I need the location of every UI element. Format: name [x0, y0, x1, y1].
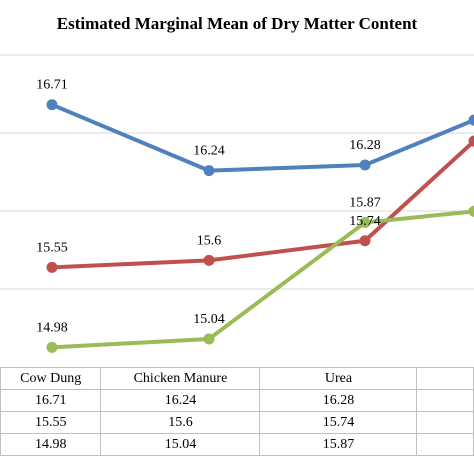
- table-header-cell: [416, 367, 474, 390]
- table-cell: 15.6: [100, 411, 261, 434]
- data-point: [359, 159, 371, 171]
- data-table: Cow Dung Chicken Manure Urea 16.71 16.24…: [0, 367, 474, 456]
- table-cell: 16.24: [100, 389, 261, 412]
- data-point: [203, 254, 215, 266]
- table-cell: 15.55: [0, 411, 102, 434]
- table-cell: 16.28: [259, 389, 418, 412]
- data-point: [46, 341, 58, 353]
- table-row: 14.98 15.04 15.87: [0, 433, 474, 456]
- data-label: 16.71: [36, 78, 68, 93]
- table-cell: [416, 411, 474, 434]
- data-label: 15.55: [36, 240, 68, 255]
- data-label: 15.04: [193, 312, 225, 327]
- table-cell: 15.04: [100, 433, 261, 456]
- table-cell: [416, 389, 474, 412]
- table-header-row: Cow Dung Chicken Manure Urea: [0, 367, 474, 390]
- data-label: 15.74: [349, 214, 381, 229]
- table-cell: [416, 433, 474, 456]
- data-label: 16.28: [349, 138, 381, 153]
- series-line-1: [51, 102, 474, 173]
- data-label: 16.24: [193, 144, 225, 159]
- table-row: 15.55 15.6 15.74: [0, 411, 474, 434]
- table-header-cell: Chicken Manure: [100, 367, 261, 390]
- table-cell: 16.71: [0, 389, 102, 412]
- data-label: 15.6: [197, 233, 222, 248]
- data-point: [46, 99, 58, 111]
- data-point: [468, 114, 474, 126]
- table-header-cell: Urea: [259, 367, 418, 390]
- chart-title: Estimated Marginal Mean of Dry Matter Co…: [56, 14, 418, 33]
- data-point: [468, 205, 474, 217]
- data-point: [359, 235, 371, 247]
- data-point: [359, 217, 371, 229]
- gridlines: [0, 54, 474, 290]
- data-label: 14.98: [36, 320, 68, 335]
- series-line-2: [51, 139, 474, 270]
- table-cell: 15.87: [259, 433, 418, 456]
- data-point: [468, 135, 474, 147]
- data-labels: 16.71 16.24 16.28 15.55 15.6 15.74 14.98 15.04 1…: [36, 78, 381, 336]
- data-point: [203, 165, 215, 177]
- table-row: 16.71 16.24 16.28: [0, 389, 474, 412]
- series-line-3: [51, 209, 474, 350]
- data-label: 15.87: [349, 196, 381, 211]
- table-cell: 15.74: [259, 411, 418, 434]
- series-group: [46, 99, 474, 353]
- data-point: [46, 261, 58, 273]
- table-cell: 14.98: [0, 433, 102, 456]
- data-point: [203, 333, 215, 345]
- table-header-cell: Cow Dung: [0, 367, 102, 390]
